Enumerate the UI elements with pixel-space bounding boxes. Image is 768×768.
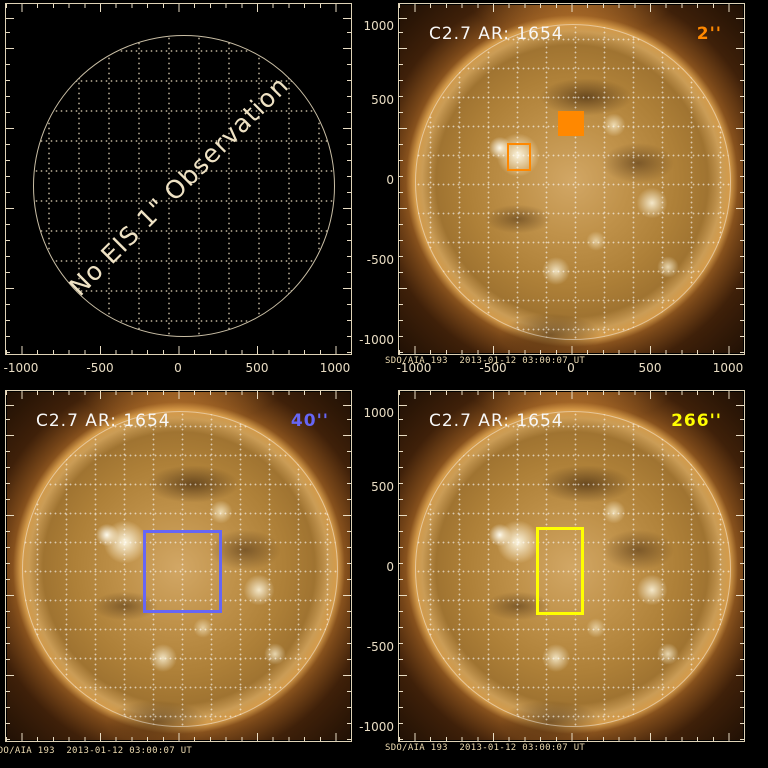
y-tick-label: 500	[371, 93, 394, 107]
y-tick-label: -1000	[359, 333, 394, 347]
y-tick-label: -500	[366, 253, 394, 267]
context-fov-box	[507, 143, 531, 171]
y-tick-label: -1000	[359, 720, 394, 734]
panel-title: C2.7 AR: 1654	[429, 24, 564, 44]
panel-no-observation: No EIS 1" Observation -1000 -500 0 500 1…	[4, 3, 352, 375]
fov-box-266	[536, 527, 584, 615]
plot-area: No EIS 1" Observation	[7, 5, 350, 353]
y-tick-label: -500	[366, 640, 394, 654]
slit-width-label: 266''	[671, 411, 722, 431]
panel-slit-266: C2.7 AR: 1654 266'' SDO/AIA 193 2013-01-…	[359, 390, 745, 753]
plot-area	[400, 5, 743, 353]
x-tick-label: 500	[638, 361, 662, 375]
heliographic-grid	[22, 411, 338, 727]
slit-width-label: 40''	[290, 411, 329, 431]
image-caption: SDO/AIA 193 2013-01-12 03:00:07 UT	[385, 743, 586, 753]
panel-title: C2.7 AR: 1654	[429, 411, 564, 431]
x-tick-label: 0	[567, 361, 575, 375]
plot-frame: No EIS 1" Observation	[5, 3, 352, 355]
image-caption: SDO/AIA 193 2013-01-12 03:00:07 UT	[0, 746, 193, 756]
plot-frame: C2.7 AR: 1654 2''	[398, 3, 745, 355]
x-tick-label: -1000	[3, 361, 39, 375]
plot-area	[7, 392, 350, 740]
x-tick-label: 500	[245, 361, 269, 375]
panel-title: C2.7 AR: 1654	[36, 411, 171, 431]
y-tick-label: 0	[386, 173, 394, 187]
fov-box-40	[143, 530, 222, 613]
x-tick-label: 0	[174, 361, 182, 375]
panel-slit-40: C2.7 AR: 1654 40'' SDO/AIA 193 2013-01-1…	[0, 390, 352, 756]
plot-area	[400, 392, 743, 740]
x-tick-label: 1000	[712, 361, 744, 375]
heliographic-grid	[415, 24, 731, 340]
y-tick-label: 0	[386, 560, 394, 574]
heliographic-grid	[415, 411, 731, 727]
pointing-marker-box	[558, 111, 584, 136]
x-tick-label: -500	[86, 361, 114, 375]
y-tick-label: 1000	[363, 406, 394, 420]
image-caption: SDO/AIA 193 2013-01-12 03:00:07 UT	[385, 356, 586, 366]
slit-width-label: 2''	[696, 24, 722, 44]
plot-frame: C2.7 AR: 1654 266''	[398, 390, 745, 742]
y-tick-label: 1000	[363, 19, 394, 33]
solar-wireframe-grid	[33, 35, 335, 337]
y-tick-label: 500	[371, 480, 394, 494]
x-tick-label: -1000	[396, 361, 432, 375]
plot-frame: C2.7 AR: 1654 40''	[5, 390, 352, 742]
x-tick-label: 1000	[319, 361, 351, 375]
panel-slit-2: C2.7 AR: 1654 2'' SDO/AIA 193 2013-01-12…	[359, 3, 745, 375]
x-tick-label: -500	[479, 361, 507, 375]
